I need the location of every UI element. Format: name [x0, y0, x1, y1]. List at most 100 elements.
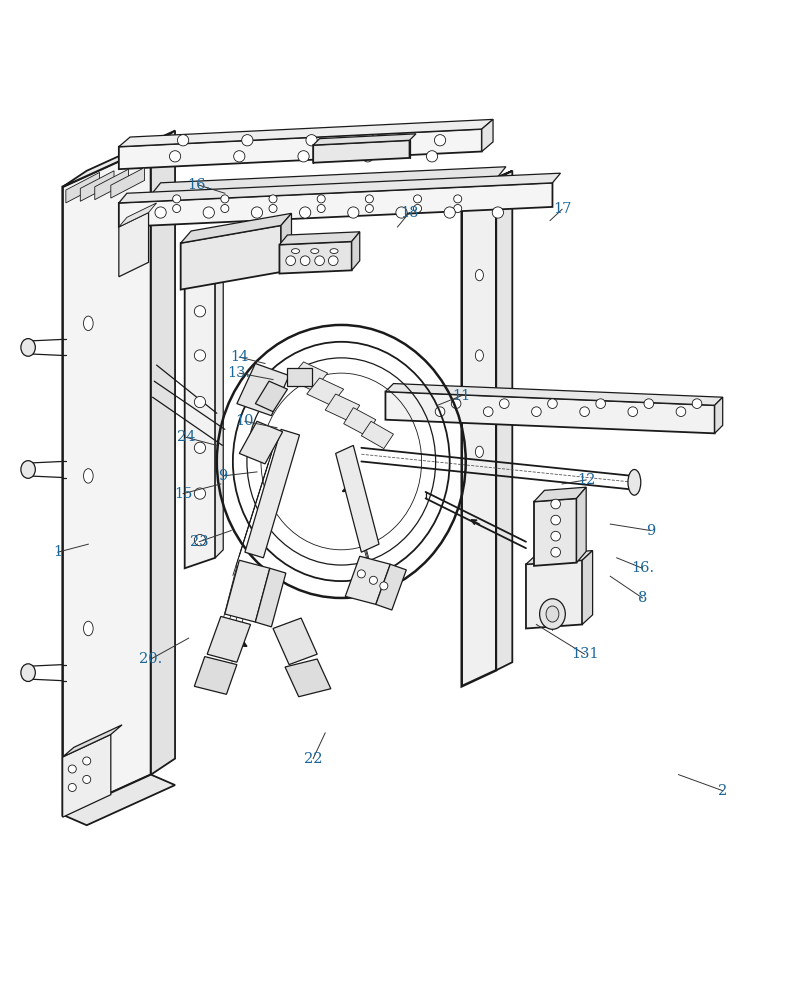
Text: 13.: 13. — [228, 366, 250, 380]
Polygon shape — [63, 725, 122, 757]
Text: 10: 10 — [235, 414, 254, 428]
Ellipse shape — [21, 664, 35, 681]
Polygon shape — [285, 659, 330, 697]
Text: 9: 9 — [645, 524, 654, 538]
Circle shape — [169, 151, 180, 162]
Polygon shape — [255, 568, 286, 627]
Polygon shape — [80, 171, 114, 201]
Circle shape — [579, 407, 589, 416]
Polygon shape — [225, 560, 269, 622]
Ellipse shape — [310, 249, 318, 253]
Circle shape — [155, 207, 166, 218]
Circle shape — [286, 256, 295, 266]
Ellipse shape — [21, 461, 35, 478]
Polygon shape — [496, 171, 512, 670]
Circle shape — [444, 207, 455, 218]
Polygon shape — [714, 397, 722, 433]
Polygon shape — [180, 225, 281, 290]
Circle shape — [269, 204, 277, 213]
Polygon shape — [119, 173, 560, 203]
Polygon shape — [180, 213, 291, 243]
Ellipse shape — [330, 249, 338, 253]
Text: 14: 14 — [230, 350, 248, 364]
Polygon shape — [581, 551, 592, 624]
Circle shape — [499, 399, 508, 408]
Circle shape — [314, 256, 324, 266]
Circle shape — [83, 775, 91, 783]
Ellipse shape — [21, 339, 35, 356]
Polygon shape — [63, 147, 151, 815]
Circle shape — [453, 195, 461, 203]
Circle shape — [299, 207, 310, 218]
Polygon shape — [461, 171, 512, 195]
Ellipse shape — [83, 469, 93, 483]
Circle shape — [434, 135, 445, 146]
Circle shape — [643, 399, 653, 408]
Text: 131: 131 — [570, 647, 597, 661]
Polygon shape — [375, 564, 406, 610]
Polygon shape — [151, 167, 505, 195]
Circle shape — [300, 256, 310, 266]
Polygon shape — [325, 394, 359, 421]
Polygon shape — [119, 203, 156, 227]
Text: 12: 12 — [577, 473, 594, 487]
Circle shape — [369, 576, 377, 584]
Circle shape — [194, 396, 205, 408]
Polygon shape — [184, 277, 215, 568]
Circle shape — [194, 306, 205, 317]
Polygon shape — [533, 498, 576, 566]
Polygon shape — [194, 657, 237, 694]
Polygon shape — [313, 134, 415, 145]
Text: 24: 24 — [176, 430, 196, 444]
Polygon shape — [215, 269, 223, 558]
Circle shape — [328, 256, 338, 266]
Circle shape — [251, 207, 262, 218]
Polygon shape — [533, 487, 585, 502]
Circle shape — [194, 488, 205, 499]
Circle shape — [68, 783, 76, 791]
Polygon shape — [289, 362, 327, 391]
Circle shape — [453, 204, 461, 213]
Circle shape — [365, 195, 373, 203]
Circle shape — [298, 151, 309, 162]
Text: 17: 17 — [553, 202, 570, 216]
Circle shape — [435, 407, 444, 416]
Circle shape — [233, 151, 245, 162]
Polygon shape — [119, 213, 148, 277]
Polygon shape — [279, 241, 351, 274]
Ellipse shape — [539, 599, 565, 629]
Polygon shape — [335, 445, 379, 552]
Circle shape — [531, 407, 541, 416]
Circle shape — [83, 757, 91, 765]
Circle shape — [177, 135, 188, 146]
Circle shape — [221, 195, 229, 203]
Circle shape — [675, 407, 685, 416]
Text: 1: 1 — [53, 545, 63, 559]
Circle shape — [172, 195, 180, 203]
Circle shape — [550, 547, 560, 557]
Circle shape — [595, 399, 605, 408]
Polygon shape — [351, 232, 359, 270]
Text: 11: 11 — [452, 389, 470, 403]
Polygon shape — [151, 131, 175, 775]
Polygon shape — [313, 140, 409, 163]
Circle shape — [547, 399, 557, 408]
Circle shape — [347, 207, 358, 218]
Polygon shape — [273, 618, 317, 665]
Circle shape — [413, 195, 421, 203]
Circle shape — [221, 204, 229, 213]
Polygon shape — [287, 368, 311, 386]
Text: 2: 2 — [717, 784, 727, 798]
Ellipse shape — [83, 316, 93, 331]
Polygon shape — [66, 172, 99, 203]
Polygon shape — [111, 168, 144, 198]
Polygon shape — [119, 129, 481, 169]
Polygon shape — [385, 384, 722, 405]
Ellipse shape — [83, 621, 93, 636]
Circle shape — [492, 207, 503, 218]
Polygon shape — [95, 169, 128, 200]
Circle shape — [241, 135, 253, 146]
Circle shape — [413, 204, 421, 213]
Text: 16.: 16. — [188, 178, 210, 192]
Polygon shape — [576, 487, 585, 563]
